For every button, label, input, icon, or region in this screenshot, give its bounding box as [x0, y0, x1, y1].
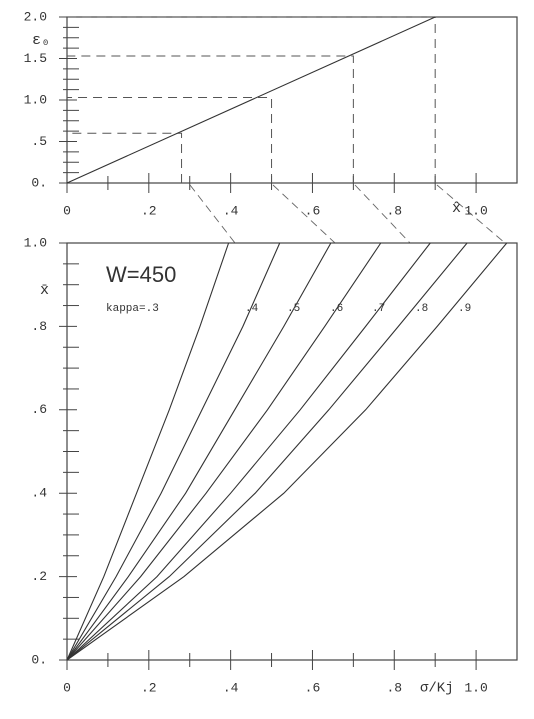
series-label: .7 — [372, 303, 385, 315]
series-line — [66, 16, 436, 184]
guide-line — [67, 55, 354, 183]
y-tick-label: 1.5 — [24, 51, 47, 66]
y-tick-label: .8 — [31, 319, 47, 334]
series-label: .5 — [287, 303, 300, 315]
y-tick-label: 2.0 — [24, 9, 47, 24]
series-line — [66, 242, 230, 661]
series-line — [66, 242, 382, 661]
x-tick-label: .8 — [386, 203, 402, 218]
y-tick-label: 1.0 — [24, 92, 47, 107]
guide-line — [67, 132, 183, 183]
y-tick-label: .5 — [31, 134, 47, 149]
series-line — [66, 242, 431, 661]
x-tick-label: .8 — [386, 680, 402, 695]
x-tick-label: 0 — [63, 680, 71, 695]
y-tick-label: 1.0 — [24, 235, 47, 250]
series-label: .6 — [330, 303, 343, 315]
x-tick-label: .6 — [305, 203, 321, 218]
x-axis-label: x̂ — [452, 200, 461, 217]
x-tick-label: .2 — [141, 203, 157, 218]
y-tick-label: .4 — [31, 486, 47, 501]
guide-line — [67, 16, 436, 183]
y-tick-label: 0. — [31, 175, 47, 190]
annotation: W=450 — [106, 262, 176, 287]
series-line — [66, 242, 508, 661]
x-tick-label: 0 — [63, 203, 71, 218]
series-label: .4 — [245, 303, 259, 315]
y-axis-label: ε₀ — [32, 32, 50, 49]
series-label: kappa=.3 — [106, 303, 159, 315]
y-tick-label: 0. — [31, 652, 47, 667]
series-line — [66, 242, 468, 661]
y-tick-label: .2 — [31, 569, 47, 584]
y-axis-label: x̄ — [40, 282, 49, 299]
x-tick-label: .6 — [305, 680, 321, 695]
x-tick-label: .4 — [223, 203, 239, 218]
y-tick-label: .6 — [31, 402, 47, 417]
series-line — [66, 242, 281, 661]
x-tick-label: .4 — [223, 680, 239, 695]
series-label: .9 — [458, 303, 471, 315]
x-axis-label: σ/Kj — [420, 681, 454, 697]
x-tick-label: 1.0 — [464, 680, 487, 695]
connector-lines — [189, 184, 506, 244]
series-label: .8 — [415, 303, 428, 315]
x-tick-label: 1.0 — [464, 203, 487, 218]
series-line — [66, 242, 332, 661]
x-tick-label: .2 — [141, 680, 157, 695]
